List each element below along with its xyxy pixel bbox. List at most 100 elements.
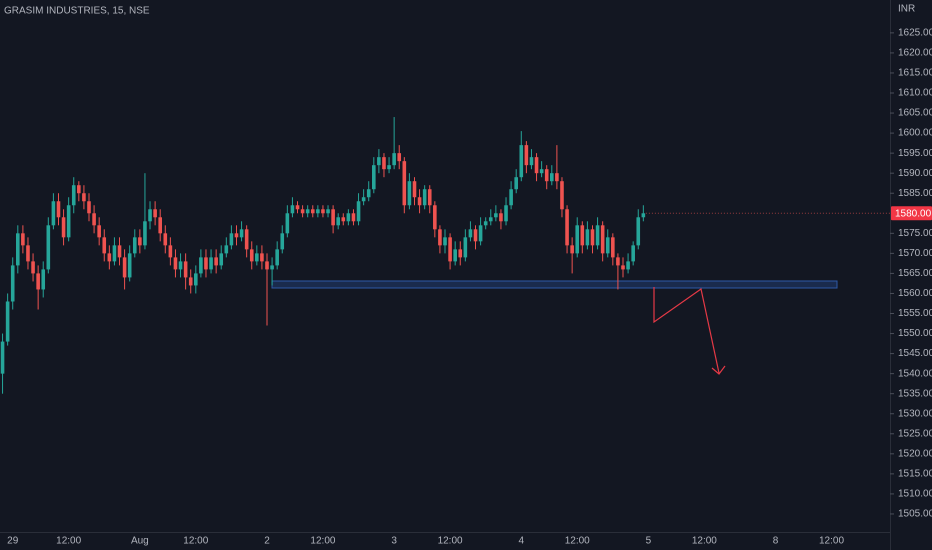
candle-body (31, 261, 35, 274)
projection-arrow (653, 287, 720, 374)
x-tick-label: 12:00 (692, 536, 717, 547)
y-tick-label: 1600.00 (898, 128, 932, 139)
candle-body (356, 201, 361, 222)
candle-body (402, 161, 407, 206)
candle-body (173, 257, 178, 270)
candle-body (255, 253, 259, 262)
x-tick-label: 12:00 (819, 536, 844, 547)
y-tick-label: 1575.00 (898, 228, 932, 239)
candle-body (478, 225, 483, 242)
candle-body (260, 253, 264, 262)
candle-body (163, 233, 168, 246)
y-tick-label: 1535.00 (898, 388, 932, 399)
y-tick-label: 1520.00 (898, 448, 932, 459)
candle-body (366, 189, 371, 198)
candle-body (346, 213, 351, 222)
y-tick-label: 1605.00 (898, 108, 932, 119)
y-tick-label: 1620.00 (898, 48, 932, 59)
candle-body (488, 217, 493, 222)
y-tick-label: 1625.00 (898, 28, 932, 39)
candle-body (605, 237, 610, 254)
candle-body (66, 205, 71, 238)
candle-body (305, 209, 310, 214)
candle-body (387, 165, 391, 170)
x-tick-label: 12:00 (56, 536, 81, 547)
candle-body (204, 257, 208, 270)
candle-body (229, 233, 234, 246)
candle-body (265, 261, 269, 270)
candle-body (153, 209, 157, 218)
candle-body (87, 201, 91, 214)
last-price-box (891, 206, 932, 221)
candle-body (626, 261, 630, 270)
candle-body (26, 245, 30, 262)
y-tick-label: 1515.00 (898, 469, 932, 480)
candle-body (570, 245, 574, 254)
candle-body (417, 197, 422, 206)
candle-body (239, 229, 244, 238)
last-price-label: 1580.00 (895, 208, 932, 219)
candle-body (641, 213, 646, 218)
currency-label: INR (898, 4, 915, 15)
candle-body (0, 341, 5, 374)
candle-body (443, 237, 447, 246)
candle-body (224, 245, 229, 254)
y-tick-label: 1565.00 (898, 268, 932, 279)
candle-body (616, 257, 620, 266)
x-tick-label: 8 (773, 536, 779, 547)
candle-body (214, 257, 218, 266)
x-tick-label: 12:00 (310, 536, 335, 547)
candle-body (71, 185, 76, 206)
candle-body (458, 249, 463, 258)
candle-body (122, 257, 127, 278)
candle-body (468, 229, 473, 238)
candle-body (463, 237, 468, 258)
candle-body (234, 233, 239, 238)
candle-body (555, 173, 559, 182)
candle-body (300, 209, 305, 214)
y-tick-label: 1590.00 (898, 168, 932, 179)
candle-body (158, 217, 162, 234)
candle-body (270, 265, 274, 270)
candle-body (509, 189, 513, 206)
candle-body (539, 169, 544, 174)
candle-body (331, 209, 335, 226)
x-tick-label: 2 (264, 536, 270, 547)
candle-body (310, 209, 315, 214)
y-tick-label: 1525.00 (898, 428, 932, 439)
y-tick-label: 1555.00 (898, 308, 932, 319)
candle-body (621, 265, 625, 270)
candle-body (448, 237, 452, 262)
arrow-head (711, 365, 726, 375)
candle-body (453, 249, 457, 262)
candle-body (275, 249, 279, 266)
candle-body (295, 205, 300, 210)
x-tick-label: Aug (131, 536, 149, 547)
candle-body (143, 221, 147, 246)
y-tick-label: 1540.00 (898, 368, 932, 379)
candle-body (102, 237, 107, 254)
candle-body (550, 173, 554, 182)
candle-body (631, 245, 635, 262)
candle-body (341, 217, 346, 222)
y-tick-label: 1510.00 (898, 489, 932, 500)
y-tick-label: 1550.00 (898, 328, 932, 339)
x-tick-label: 5 (646, 536, 652, 547)
candle-body (336, 217, 340, 226)
candle-body (514, 177, 518, 190)
candle-body (132, 237, 137, 254)
candle-body (575, 225, 580, 254)
x-tick-label: 4 (519, 536, 525, 547)
candle-body (249, 249, 254, 262)
candle-body (183, 261, 188, 278)
candle-body (138, 237, 142, 246)
candle-body (326, 209, 330, 214)
candle-body (280, 233, 285, 250)
candle-body (117, 245, 122, 258)
candle-body (46, 225, 51, 270)
candle-body (168, 245, 173, 258)
candle-body (107, 253, 112, 262)
candle-body (407, 181, 412, 206)
candle-body (565, 209, 569, 246)
